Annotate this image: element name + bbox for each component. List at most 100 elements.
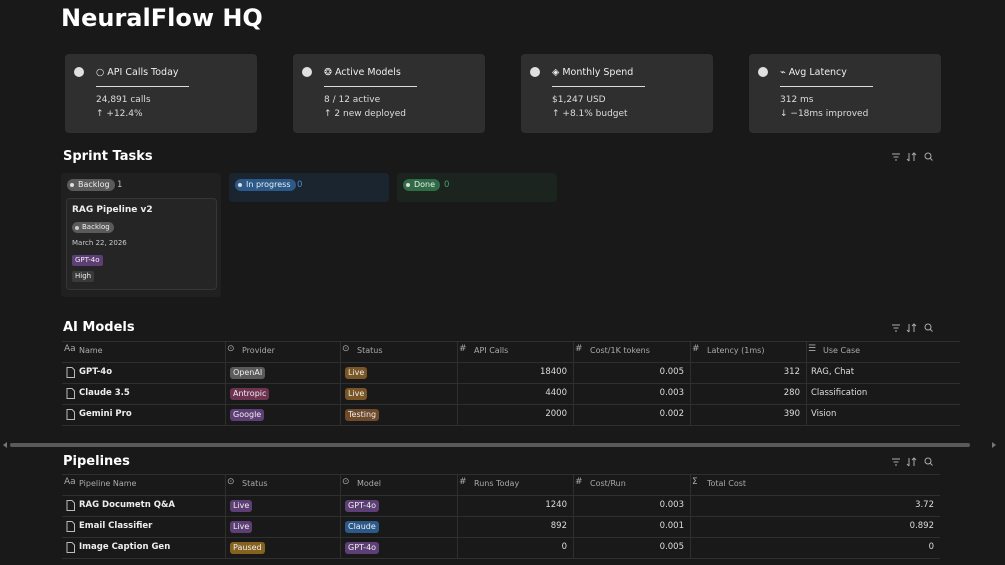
number-cell: 0.001 (659, 521, 684, 531)
column-label: Done (403, 179, 441, 191)
page-icon (66, 521, 75, 532)
column-header: API Calls (474, 346, 509, 355)
stat-card: ○ API Calls Today 24,891 calls ↑ +12.4% (65, 54, 257, 133)
stat-card: ❂ Active Models 8 / 12 active ↑ 2 new depl… (293, 54, 485, 133)
row-border (62, 495, 940, 496)
column-header: Cost/Run (590, 479, 626, 488)
column-icon: Aa (64, 477, 76, 487)
number-cell: 4400 (545, 388, 567, 398)
tag: Claude (345, 521, 379, 533)
column-dot (238, 183, 242, 187)
column-icon: ⊙ (227, 344, 235, 354)
task-status: Backlog (72, 222, 114, 233)
page-icon (66, 388, 75, 399)
page-title: NeuralFlow HQ (61, 4, 263, 32)
row-border (62, 383, 960, 384)
tag: Live (345, 388, 368, 400)
card-dot (74, 67, 84, 77)
number-cell: 0 (928, 542, 934, 552)
board-column: In progress 0 (229, 173, 389, 202)
card-dot (758, 67, 768, 77)
column-icon: ⊙ (342, 344, 350, 354)
row-border (62, 516, 940, 517)
number-cell: 0.003 (659, 388, 684, 398)
row-name: Email Classifier (79, 521, 153, 531)
row-name: Gemini Pro (79, 409, 132, 419)
column-header: Runs Today (474, 479, 520, 488)
column-icon: Σ (692, 477, 698, 487)
column-header: Latency (1ms) (707, 346, 765, 355)
number-cell: 0 (561, 542, 567, 552)
column-header: Provider (242, 346, 275, 355)
text-cell: Vision (811, 409, 837, 419)
task-date: March 22, 2026 (72, 239, 127, 247)
scrollbar[interactable] (0, 439, 1005, 451)
tag: Live (345, 367, 368, 379)
view-tools[interactable] (890, 456, 940, 468)
stat-card: ◈ Monthly Spend $1,247 USD ↑ +8.1% budget (521, 54, 713, 133)
row-name: Image Caption Gen (79, 542, 171, 552)
column-icon: # (459, 344, 467, 354)
column-dot (70, 183, 74, 187)
column-icon: ⊙ (342, 477, 350, 487)
number-cell: 2000 (545, 409, 567, 419)
column-label: Backlog (67, 179, 115, 191)
column-count: 0 (297, 180, 303, 190)
row-name: Claude 3.5 (79, 388, 130, 398)
column-header: Cost/1K tokens (590, 346, 650, 355)
card-divider (96, 86, 189, 87)
column-icon: # (575, 344, 583, 354)
column-icon: # (459, 477, 467, 487)
tag: Live (230, 521, 253, 533)
section-title: AI Models (63, 320, 135, 335)
page-icon (66, 500, 75, 511)
card-value: 24,891 calls (96, 95, 151, 105)
number-cell: 0.002 (659, 409, 684, 419)
tag: GPT-4o (345, 542, 380, 554)
page-icon (66, 542, 75, 553)
page-icon (66, 367, 75, 378)
column-icon: ☰ (808, 344, 817, 354)
view-tools[interactable] (890, 151, 940, 163)
card-title: ⌁ Avg Latency (780, 67, 847, 78)
column-icon: ⊙ (227, 477, 235, 487)
card-change: ↑ +8.1% budget (552, 109, 628, 119)
tag: Paused (230, 542, 265, 554)
column-header: Use Case (823, 346, 861, 355)
tag: Antropic (230, 388, 270, 400)
number-cell: 18400 (539, 367, 567, 377)
card-divider (552, 86, 645, 87)
number-cell: 0.005 (659, 542, 684, 552)
column-dot (406, 183, 410, 187)
card-title: ◈ Monthly Spend (552, 67, 634, 78)
column-icon: # (575, 477, 583, 487)
column-icon: Aa (64, 344, 76, 354)
column-header: Total Cost (707, 479, 747, 488)
task-priority: High (72, 271, 95, 282)
view-tools[interactable] (890, 322, 940, 334)
card-value: 312 ms (780, 95, 814, 105)
task-title: RAG Pipeline v2 (72, 205, 153, 215)
tag: Testing (345, 409, 380, 421)
number-cell: 0.005 (659, 367, 684, 377)
column-count: 1 (117, 180, 123, 190)
card-value: $1,247 USD (552, 95, 606, 105)
column-count: 0 (444, 180, 450, 190)
row-border (62, 404, 960, 405)
number-cell: 0.892 (909, 521, 934, 531)
card-change: ↑ +12.4% (96, 109, 143, 119)
row-name: GPT-4o (79, 367, 113, 377)
row-border (62, 425, 960, 426)
card-divider (324, 86, 417, 87)
section-title: Sprint Tasks (63, 149, 153, 164)
card-dot (302, 67, 312, 77)
column-header: Status (242, 479, 268, 488)
table-border (62, 341, 960, 342)
page-icon (66, 409, 75, 420)
row-border (62, 537, 940, 538)
number-cell: 892 (550, 521, 567, 531)
number-cell: 280 (783, 388, 800, 398)
column-header: Name (79, 346, 103, 355)
tag: GPT-4o (345, 500, 380, 512)
column-header: Status (357, 346, 383, 355)
